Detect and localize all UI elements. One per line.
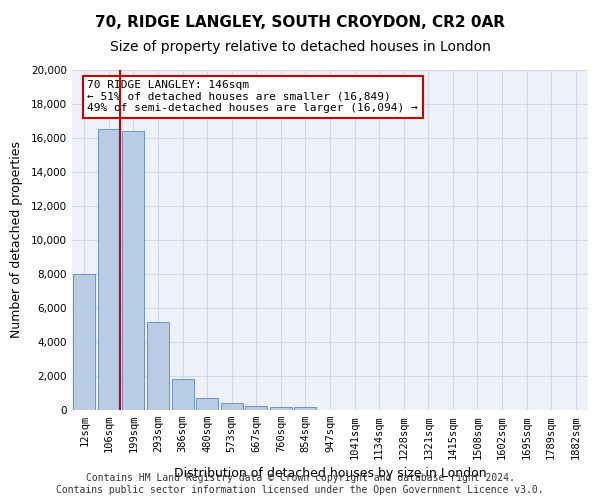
Text: 70, RIDGE LANGLEY, SOUTH CROYDON, CR2 0AR: 70, RIDGE LANGLEY, SOUTH CROYDON, CR2 0A… <box>95 15 505 30</box>
Bar <box>122 131 145 410</box>
Text: Size of property relative to detached houses in London: Size of property relative to detached ho… <box>110 40 490 54</box>
Bar <box>221 403 243 410</box>
Bar <box>73 274 95 410</box>
Bar <box>270 406 292 410</box>
Bar <box>295 408 316 410</box>
Bar <box>196 398 218 410</box>
Bar <box>98 130 120 410</box>
Y-axis label: Number of detached properties: Number of detached properties <box>10 142 23 338</box>
Bar <box>245 406 268 410</box>
X-axis label: Distribution of detached houses by size in London: Distribution of detached houses by size … <box>173 467 487 480</box>
Bar <box>172 380 194 410</box>
Text: 70 RIDGE LANGLEY: 146sqm
← 51% of detached houses are smaller (16,849)
49% of se: 70 RIDGE LANGLEY: 146sqm ← 51% of detach… <box>88 80 418 114</box>
Bar <box>147 322 169 410</box>
Text: Contains HM Land Registry data © Crown copyright and database right 2024.
Contai: Contains HM Land Registry data © Crown c… <box>56 474 544 495</box>
